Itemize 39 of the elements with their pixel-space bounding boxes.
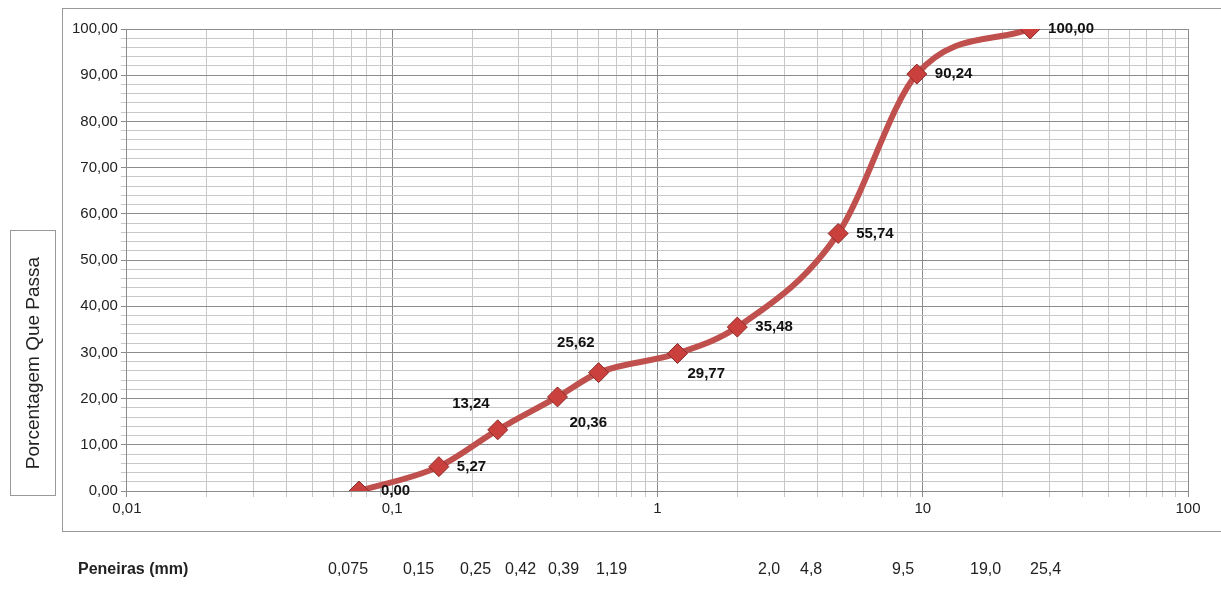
text: 25,4 xyxy=(1030,560,1062,578)
text: 4,8 xyxy=(800,560,823,578)
text: 29,77 xyxy=(687,363,726,381)
y-tick-label: 30,00 xyxy=(80,342,118,360)
text: 13,24 xyxy=(452,393,490,411)
text: 0,42 xyxy=(505,560,537,578)
y-tick-label: 0,00 xyxy=(88,481,118,499)
text: 19,0 xyxy=(970,560,1002,578)
text: 2,0 xyxy=(758,560,781,578)
y-tick-label: 60,00 xyxy=(80,203,118,221)
text: 90,24 xyxy=(934,64,973,82)
text: 35,48 xyxy=(755,317,793,335)
y-tick-label: 10,00 xyxy=(80,434,118,452)
text: 25,62 xyxy=(557,332,595,350)
x-tick-label: 10 xyxy=(914,499,932,517)
text: 9,5 xyxy=(892,560,915,578)
text: 20,36 xyxy=(569,413,608,431)
y-tick-label: 50,00 xyxy=(80,250,118,268)
y-axis-title: Porcentagem Que Passa xyxy=(22,256,44,470)
text: 5,27 xyxy=(456,456,487,474)
text: 0,25 xyxy=(460,560,492,578)
text: 0,00 xyxy=(381,481,411,499)
y-tick-label: 70,00 xyxy=(80,157,118,175)
x-tick-label: 1 xyxy=(653,499,662,517)
text: 0,39 xyxy=(548,560,580,578)
text: 0,075 xyxy=(328,560,369,578)
text: 55,74 xyxy=(856,223,894,241)
x-tick-label: 100 xyxy=(1175,499,1201,517)
x-tick-label: 0,1 xyxy=(381,499,403,517)
text: 0,15 xyxy=(403,560,435,578)
text: 1,19 xyxy=(596,560,628,578)
text: Peneiras (mm) xyxy=(78,560,189,578)
y-tick-label: 40,00 xyxy=(80,296,118,314)
y-tick-label: 80,00 xyxy=(80,111,118,129)
y-tick-label: 20,00 xyxy=(80,388,118,406)
y-tick-label: 100,00 xyxy=(71,19,118,37)
text: 100,00 xyxy=(1048,19,1094,37)
y-tick-label: 90,00 xyxy=(80,65,118,83)
x-tick-label: 0,01 xyxy=(112,499,142,517)
